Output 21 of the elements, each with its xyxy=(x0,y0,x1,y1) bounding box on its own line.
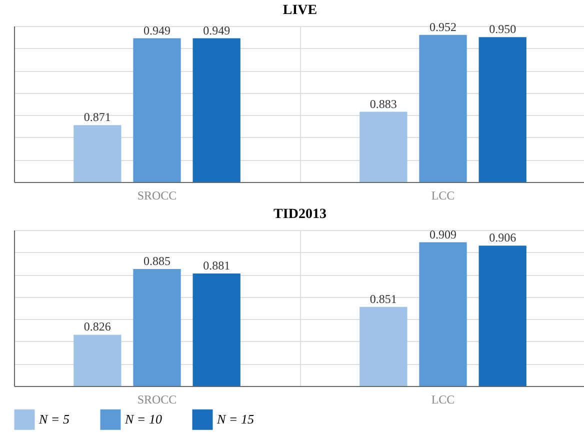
x-tick-label: SROCC xyxy=(137,188,177,202)
data-label: 0.883 xyxy=(370,96,397,111)
data-label: 0.949 xyxy=(144,23,170,38)
chart-title: TID2013 xyxy=(274,207,326,222)
legend-label: N = 15 xyxy=(216,412,254,427)
x-tick-label: LCC xyxy=(431,392,455,406)
data-label: 0.885 xyxy=(144,254,170,268)
data-label: 0.906 xyxy=(489,230,516,245)
data-label: 0.949 xyxy=(203,23,230,38)
x-tick-label: SROCC xyxy=(137,392,177,406)
data-label: 0.950 xyxy=(489,22,516,36)
data-label: 0.851 xyxy=(370,292,397,306)
data-label: 0.909 xyxy=(430,227,456,242)
chart-title: LIVE xyxy=(282,2,318,18)
x-tick-label: LCC xyxy=(431,188,455,202)
data-label: 0.871 xyxy=(84,110,111,124)
legend-label: N = 10 xyxy=(124,412,162,427)
data-label: 0.952 xyxy=(430,20,456,34)
legend-label: N = 5 xyxy=(38,412,70,427)
data-label: 0.881 xyxy=(203,258,230,272)
data-label: 0.826 xyxy=(84,320,111,334)
